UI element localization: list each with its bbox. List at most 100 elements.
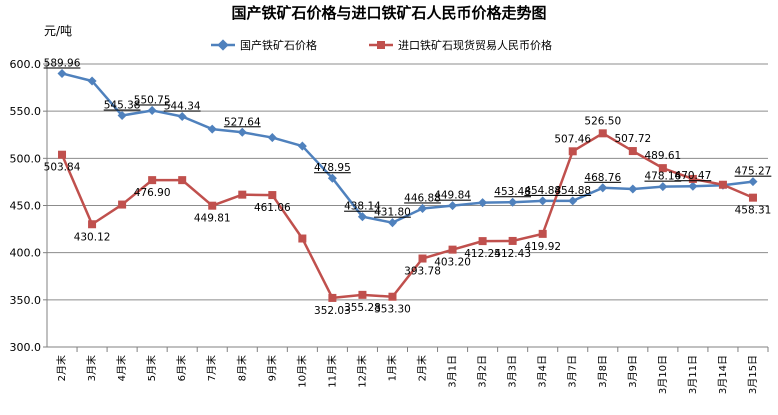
series-1-point-21 xyxy=(688,174,697,183)
series-1-data-label-15: 412.43 xyxy=(494,248,531,260)
x-tick-label-4: 6月末 xyxy=(175,355,188,381)
series-0-point-19 xyxy=(628,184,638,194)
x-tick-label-3: 5月末 xyxy=(145,355,158,381)
series-0-point-17 xyxy=(568,196,578,206)
x-tick-label-14: 3月2日 xyxy=(477,355,489,388)
series-line-0 xyxy=(61,72,754,224)
series-0-data-label-16: 454.88 xyxy=(524,185,561,197)
y-tick-label-1: 350.0 xyxy=(10,294,42,307)
x-tick-label-12: 2月末 xyxy=(416,355,429,381)
series-0-point-23 xyxy=(748,177,758,187)
x-tick-label-8: 10月末 xyxy=(295,355,308,388)
series-1-point-7 xyxy=(268,191,277,200)
x-tick-label-13: 3月1日 xyxy=(447,355,459,388)
series-0-data-label-10: 438.14 xyxy=(344,201,381,213)
y-tick-labels: 300.0 350.0 400.0 450.0 500.0 550.0 600.0 xyxy=(10,58,42,354)
series-1-point-11 xyxy=(388,292,397,301)
series-0-point-5 xyxy=(207,124,217,134)
series-0-data-label-17: 454.88 xyxy=(554,185,591,197)
series-1-point-10 xyxy=(358,290,367,299)
y-axis-unit-label: 元/吨 xyxy=(44,24,72,38)
series-1-data-label-17: 507.46 xyxy=(554,133,591,145)
x-tick-labels: 2月末 3月末 4月末 5月末 6月末 7月末 8月末 9月末 10月末 11月末 12月末 1月末 2… xyxy=(55,355,759,394)
series-1-point-16 xyxy=(538,229,547,238)
legend-label-import: 进口铁矿石现货贸易人民币价格 xyxy=(398,38,552,52)
series-0-data-label-4: 544.34 xyxy=(164,101,201,113)
series-0-point-16 xyxy=(538,196,548,206)
series-0-point-1 xyxy=(87,76,97,86)
x-tick-label-22: 3月14日 xyxy=(717,355,729,394)
series-0-data-label-2: 545.38 xyxy=(104,100,141,112)
series-0-point-15 xyxy=(508,197,518,207)
series-0-point-14 xyxy=(478,198,488,208)
x-tick-label-21: 3月11日 xyxy=(687,355,699,394)
series-1-point-8 xyxy=(298,234,307,243)
y-tick-label-6: 600.0 xyxy=(10,58,42,71)
series-1-data-label-5: 449.81 xyxy=(194,213,231,225)
series-1-data-label-0: 503.84 xyxy=(44,162,81,174)
series-1-data-label-7: 461.06 xyxy=(254,202,291,214)
series-1-point-0 xyxy=(58,150,67,159)
series-1-data-label-9: 352.03 xyxy=(314,305,351,317)
x-tick-label-10: 12月末 xyxy=(355,355,368,388)
series-0-data-label-12: 446.88 xyxy=(404,192,441,204)
y-tick-label-3: 450.0 xyxy=(10,200,42,213)
series-0-point-8 xyxy=(297,141,307,151)
x-tick-label-2: 4月末 xyxy=(115,355,128,381)
series-0-point-20 xyxy=(658,182,668,192)
series-1-point-23 xyxy=(748,193,757,202)
x-tick-label-20: 3月10日 xyxy=(657,355,669,394)
series-0-point-13 xyxy=(448,201,458,211)
series-1-data-label-10: 355.28 xyxy=(344,302,381,314)
x-tick-label-23: 3月15日 xyxy=(747,355,759,394)
series-1-point-13 xyxy=(448,245,457,254)
series-0-point-0 xyxy=(57,68,67,78)
series-1-point-2 xyxy=(118,200,127,209)
series-1-point-19 xyxy=(628,147,637,156)
x-tick-label-7: 9月末 xyxy=(265,355,278,381)
series-1-data-label-11: 353.30 xyxy=(374,304,411,316)
series-1-point-17 xyxy=(568,147,577,156)
x-tick-label-15: 3月3日 xyxy=(507,355,519,388)
series-1-point-5 xyxy=(208,201,217,210)
series-1-data-label-16: 419.92 xyxy=(524,241,561,253)
series-1-data-label-18: 526.50 xyxy=(584,115,621,127)
series-0-data-label-11: 431.80 xyxy=(374,207,411,219)
series-1-point-18 xyxy=(598,129,607,138)
grid-lines xyxy=(47,63,768,301)
series-1-point-14 xyxy=(478,237,487,246)
series-0-data-label-6: 527.64 xyxy=(224,116,261,128)
series-1-point-20 xyxy=(658,164,667,173)
series-1-point-3 xyxy=(148,176,157,185)
y-tick-label-4: 500.0 xyxy=(10,152,42,165)
y-tick-label-0: 300.0 xyxy=(10,341,42,354)
series-1-point-15 xyxy=(508,236,517,245)
series-0-point-21 xyxy=(688,181,698,191)
series-1-data-label-12: 393.78 xyxy=(404,266,441,278)
series-0-data-label-18: 468.76 xyxy=(584,172,621,184)
series-0-data-label-23: 475.27 xyxy=(735,166,772,178)
series-1-point-4 xyxy=(178,176,187,185)
series-0-point-3 xyxy=(147,105,157,115)
x-tick-label-5: 7月末 xyxy=(205,355,218,381)
series-lines xyxy=(60,72,754,300)
series-0-data-label-15: 453.48 xyxy=(494,186,531,198)
series-0-point-4 xyxy=(177,111,187,122)
series-0-data-label-3: 550.75 xyxy=(134,94,171,106)
series-1-data-label-19: 507.72 xyxy=(614,133,651,145)
series-0-point-2 xyxy=(117,110,127,121)
series-line-1 xyxy=(60,132,754,300)
series-1-data-label-1: 430.12 xyxy=(74,231,111,243)
series-1-data-label-14: 412.25 xyxy=(464,248,501,260)
x-tick-label-19: 3月9日 xyxy=(627,355,639,388)
series-1-data-label-23: 458.31 xyxy=(735,205,772,217)
series-0-point-18 xyxy=(598,183,608,193)
series-1-point-22 xyxy=(718,180,727,189)
chart-title: 国产铁矿石价格与进口铁矿石人民币价格走势图 xyxy=(231,4,546,22)
series-0-data-label-20: 478.16 xyxy=(644,171,681,183)
series-1-point-9 xyxy=(328,293,337,302)
x-tick-label-1: 3月末 xyxy=(85,355,98,381)
series-0-data-label-9: 478.95 xyxy=(314,162,351,174)
